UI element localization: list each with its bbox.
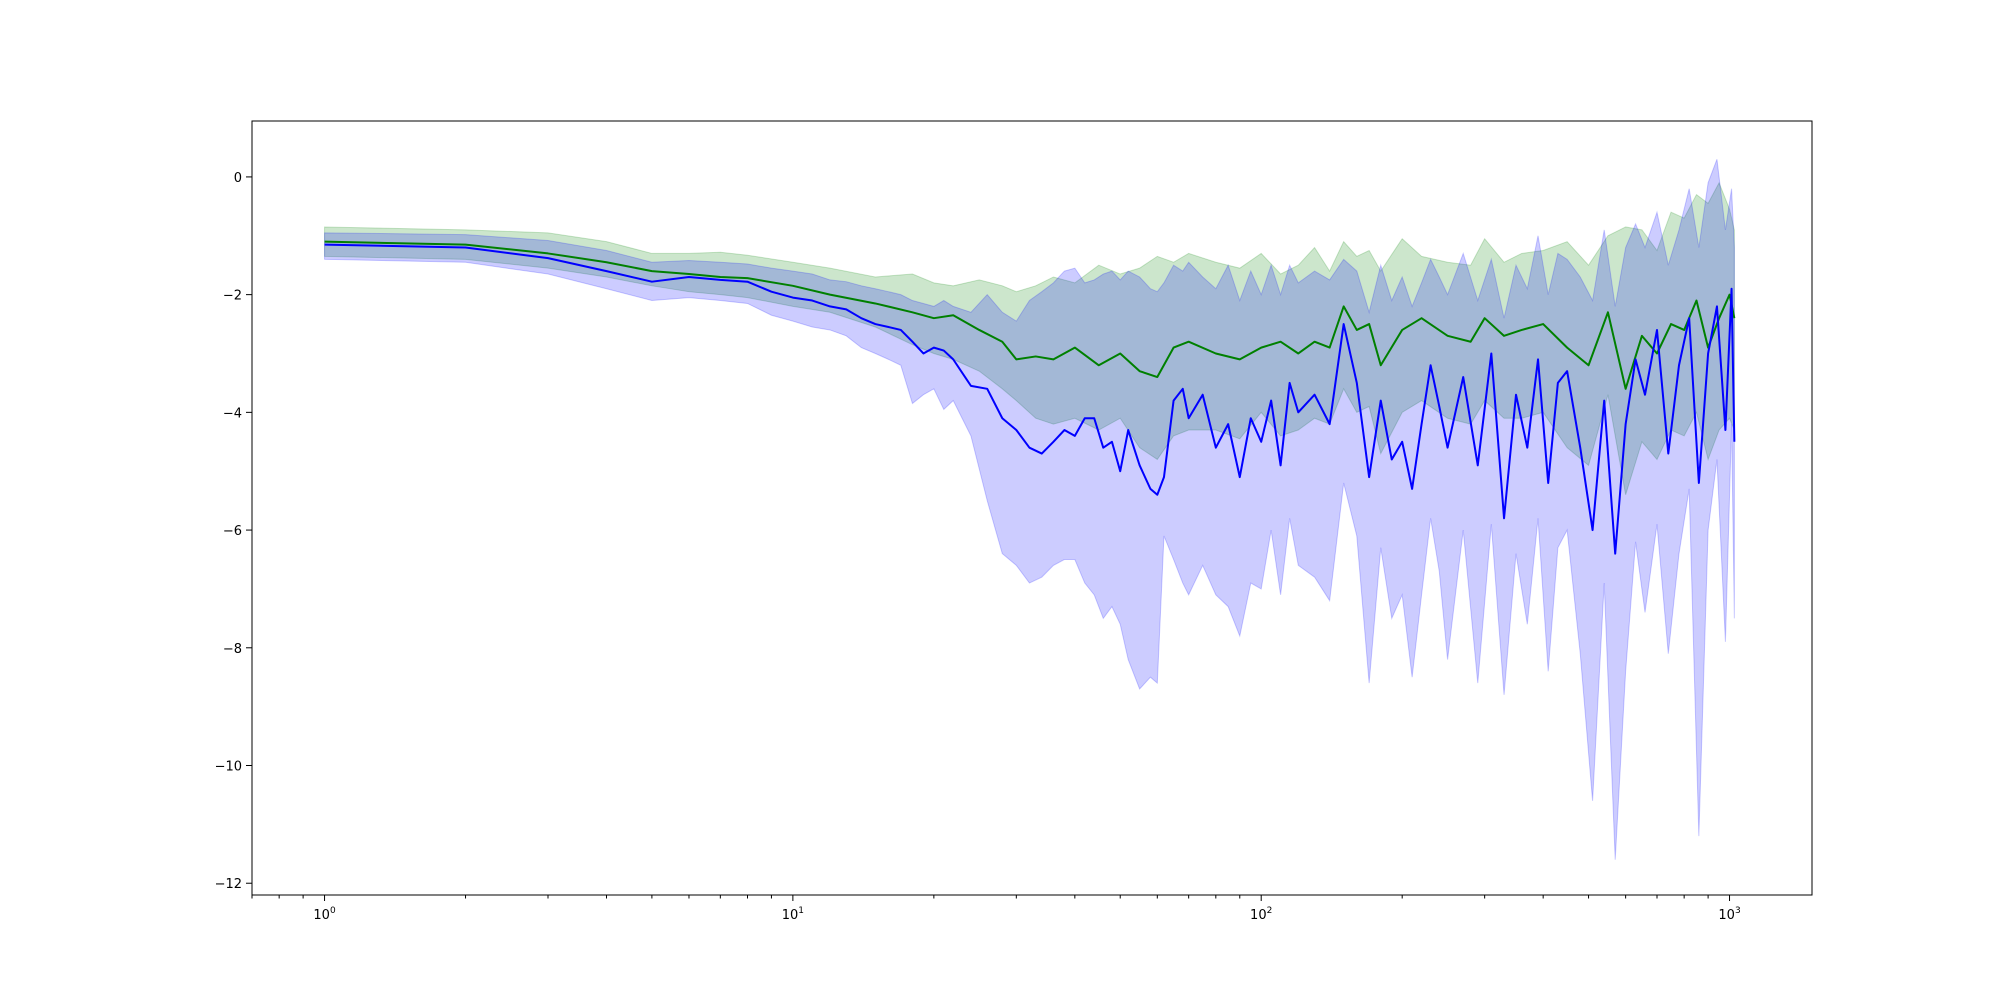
x-tick-label: 101 — [782, 906, 804, 923]
plot-area-frame — [251, 120, 1813, 896]
confidence-bands — [324, 159, 1735, 860]
x-tick-label: 103 — [1718, 906, 1740, 923]
y-tick-label: −8 — [223, 642, 242, 657]
x-tick-label: 102 — [1250, 906, 1272, 923]
y-tick-label: −6 — [223, 524, 242, 539]
y-tick-label: −10 — [215, 760, 242, 775]
x-axis-ticks: 100 101 102 103 — [251, 895, 1741, 923]
y-tick-label: −12 — [215, 877, 242, 892]
y-tick-label: 0 — [234, 171, 242, 186]
y-tick-label: −4 — [223, 406, 242, 421]
y-tick-label: −2 — [223, 289, 242, 304]
x-tick-label: 100 — [313, 906, 336, 923]
y-axis-ticks: 0 −2 −4 −6 −8 −10 −12 — [215, 171, 252, 892]
mean-lines — [324, 240, 1736, 555]
series-1-band — [324, 159, 1735, 860]
series-0-line — [324, 240, 1736, 390]
series-1-line — [324, 243, 1736, 555]
